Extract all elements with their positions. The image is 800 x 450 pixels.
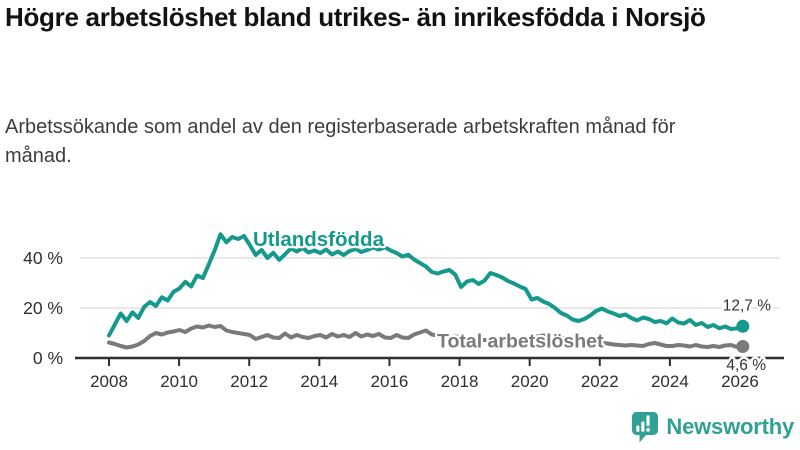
line-chart: 2008 2010 2012 2014 2016 2018 2020 2022 2024 2026…: [23, 226, 784, 391]
x-axis-tick-label: 2020: [511, 372, 549, 391]
newsworthy-icon: [632, 412, 659, 443]
x-axis-tick-label: 2022: [581, 372, 619, 391]
x-axis-ticks: [108, 358, 741, 366]
y-axis-labels: 0 % 20 % 40 %: [23, 248, 63, 368]
x-axis-tick-label: 2018: [441, 372, 479, 391]
series-label-utlandsfodda: Utlandsfödda: [253, 228, 385, 251]
exclamation-dot: [646, 428, 651, 432]
chart-title: Högre arbetslöshet bland utrikes- än inr…: [5, 2, 706, 32]
x-axis-tick-label: 2016: [371, 372, 409, 391]
value-label-utlandsfodda: 12,7 %: [723, 298, 771, 315]
value-label-total-arbetsloshet: 4,6 %: [726, 357, 766, 374]
x-axis-tick-label: 2012: [230, 372, 268, 391]
series-line-total-arbetsloshet: [107, 323, 745, 350]
y-axis-tick-label: 40 %: [23, 248, 63, 268]
series-line-utlandsfodda: [107, 232, 745, 338]
chart-subtitle: Arbetssökande som andel av den registerb…: [5, 116, 676, 167]
y-axis-tick-label: 20 %: [23, 298, 63, 318]
newsworthy-logo[interactable]: Newsworthy: [629, 411, 794, 443]
y-axis-tick-label: 0 %: [33, 348, 63, 368]
x-axis-tick-label: 2008: [90, 372, 128, 391]
x-axis-labels: 2008 2010 2012 2014 2016 2018 2020 2022 2024 2026: [90, 372, 759, 391]
series-label-total-arbetsloshet: Total arbetslöshet: [437, 331, 604, 353]
x-axis-tick-label: 2026: [721, 372, 759, 391]
newsworthy-wordmark: Newsworthy: [666, 414, 794, 439]
x-axis-tick-label: 2010: [160, 372, 198, 391]
gridlines: [80, 257, 780, 309]
exclamation-stem: [646, 415, 651, 427]
bar-medium: [641, 421, 645, 432]
x-axis-tick-label: 2024: [651, 372, 689, 391]
bar-small: [636, 425, 640, 432]
series-endpoint-dot-utlandsfodda: [736, 319, 750, 333]
series-endpoint-dot-total: [736, 340, 750, 353]
x-axis-tick-label: 2014: [300, 372, 338, 391]
